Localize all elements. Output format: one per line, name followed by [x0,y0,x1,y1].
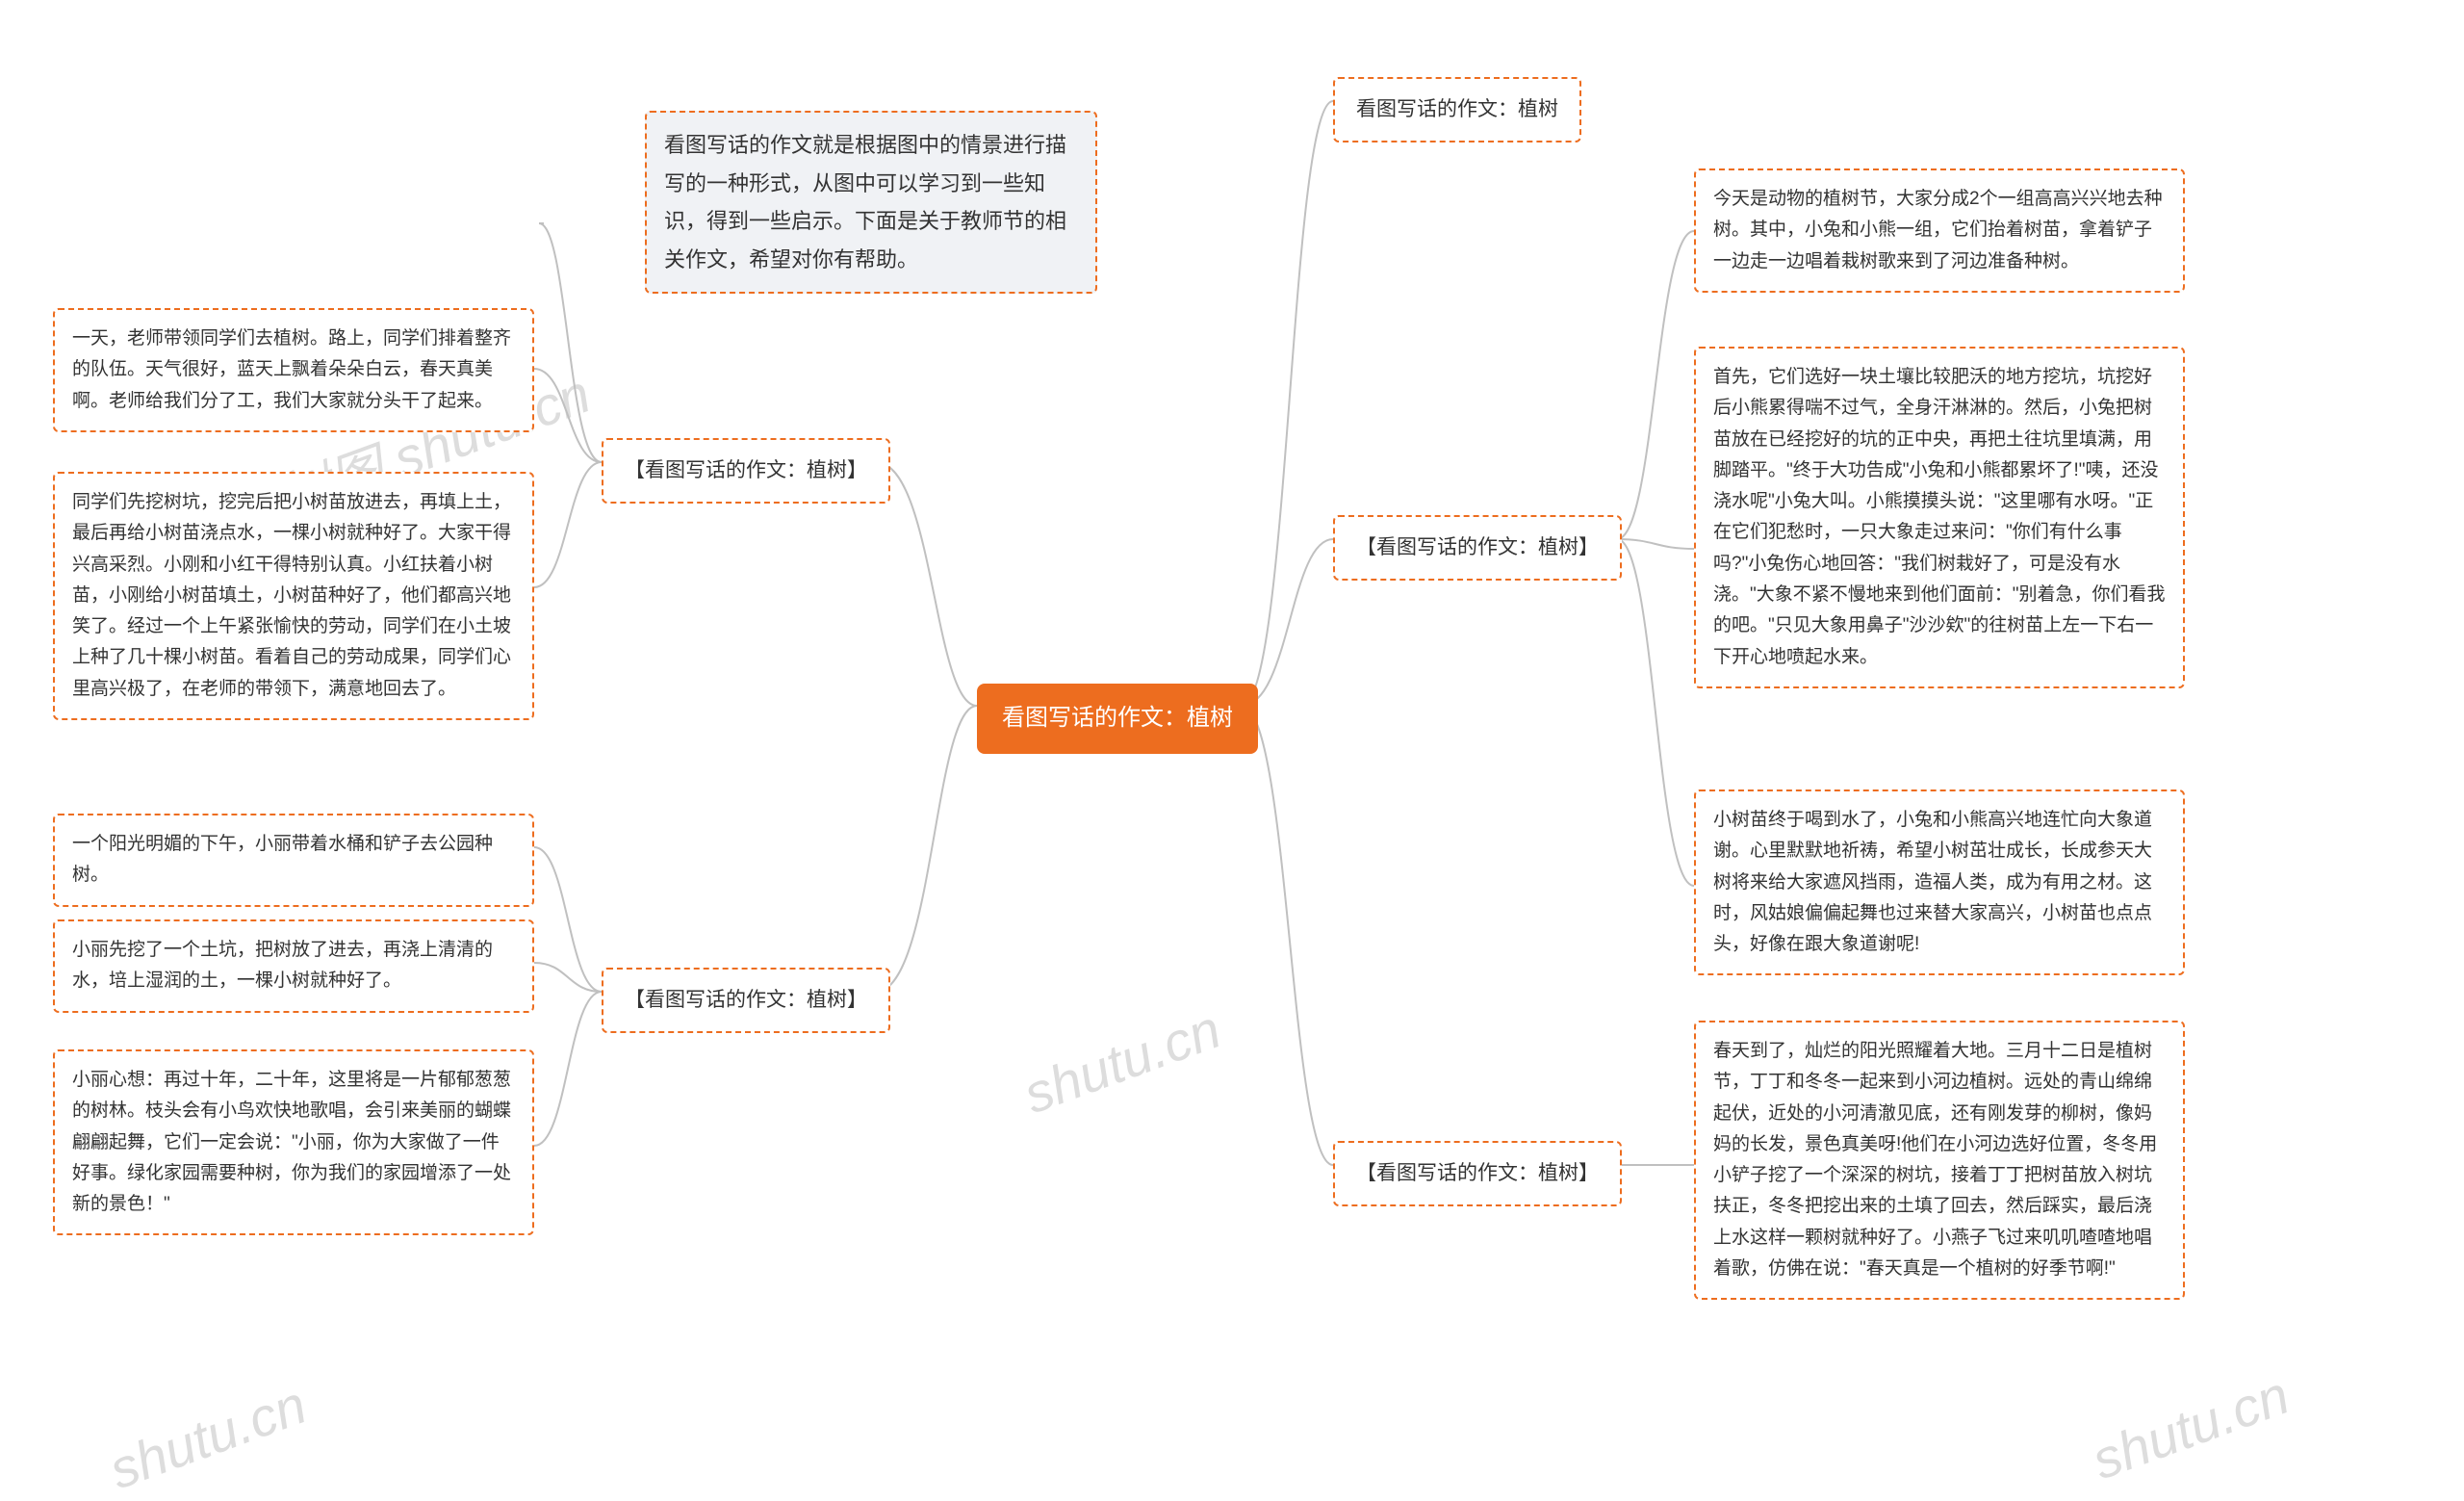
right-branch-1-leaf-3: 小树苗终于喝到水了，小兔和小熊高兴地连忙向大象道谢。心里默默地祈祷，希望小树茁壮… [1694,789,2185,975]
right-branch-1-leaf-2: 首先，它们选好一块土壤比较肥沃的地方挖坑，坑挖好后小熊累得喘不过气，全身汗淋淋的… [1694,347,2185,688]
left-branch-2-leaf-2: 小丽先挖了一个土坑，把树放了进去，再浇上清清的水，培上湿润的土，一棵小树就种好了… [53,919,534,1013]
watermark: shutu.cn [101,1373,314,1501]
right-branch-2-leaf-1: 春天到了，灿烂的阳光照耀着大地。三月十二日是植树节，丁丁和冬冬一起来到小河边植树… [1694,1021,2185,1300]
left-branch-2: 【看图写话的作文：植树】 [602,968,890,1033]
watermark: shutu.cn [1015,997,1228,1126]
intro-node: 看图写话的作文就是根据图中的情景进行描写的一种形式，从图中可以学习到一些知识，得… [645,111,1097,294]
watermark: shutu.cn [2084,1363,2297,1491]
left-branch-2-leaf-3: 小丽心想：再过十年，二十年，这里将是一片郁郁葱葱的树林。枝头会有小鸟欢快地歌唱，… [53,1049,534,1235]
left-branch-1-leaf-1: 一天，老师带领同学们去植树。路上，同学们排着整齐的队伍。天气很好，蓝天上飘着朵朵… [53,308,534,432]
left-branch-1: 【看图写话的作文：植树】 [602,438,890,504]
left-branch-2-leaf-1: 一个阳光明媚的下午，小丽带着水桶和铲子去公园种树。 [53,814,534,907]
right-branch-1: 【看图写话的作文：植树】 [1333,515,1622,581]
center-node: 看图写话的作文：植树 [977,684,1258,754]
right-branch-1-leaf-1: 今天是动物的植树节，大家分成2个一组高高兴兴地去种树。其中，小兔和小熊一组，它们… [1694,168,2185,293]
right-branch-2: 【看图写话的作文：植树】 [1333,1141,1622,1206]
left-branch-1-leaf-2: 同学们先挖树坑，挖完后把小树苗放进去，再填上土，最后再给小树苗浇点水，一棵小树就… [53,472,534,720]
right-branch-0: 看图写话的作文：植树 [1333,77,1581,142]
